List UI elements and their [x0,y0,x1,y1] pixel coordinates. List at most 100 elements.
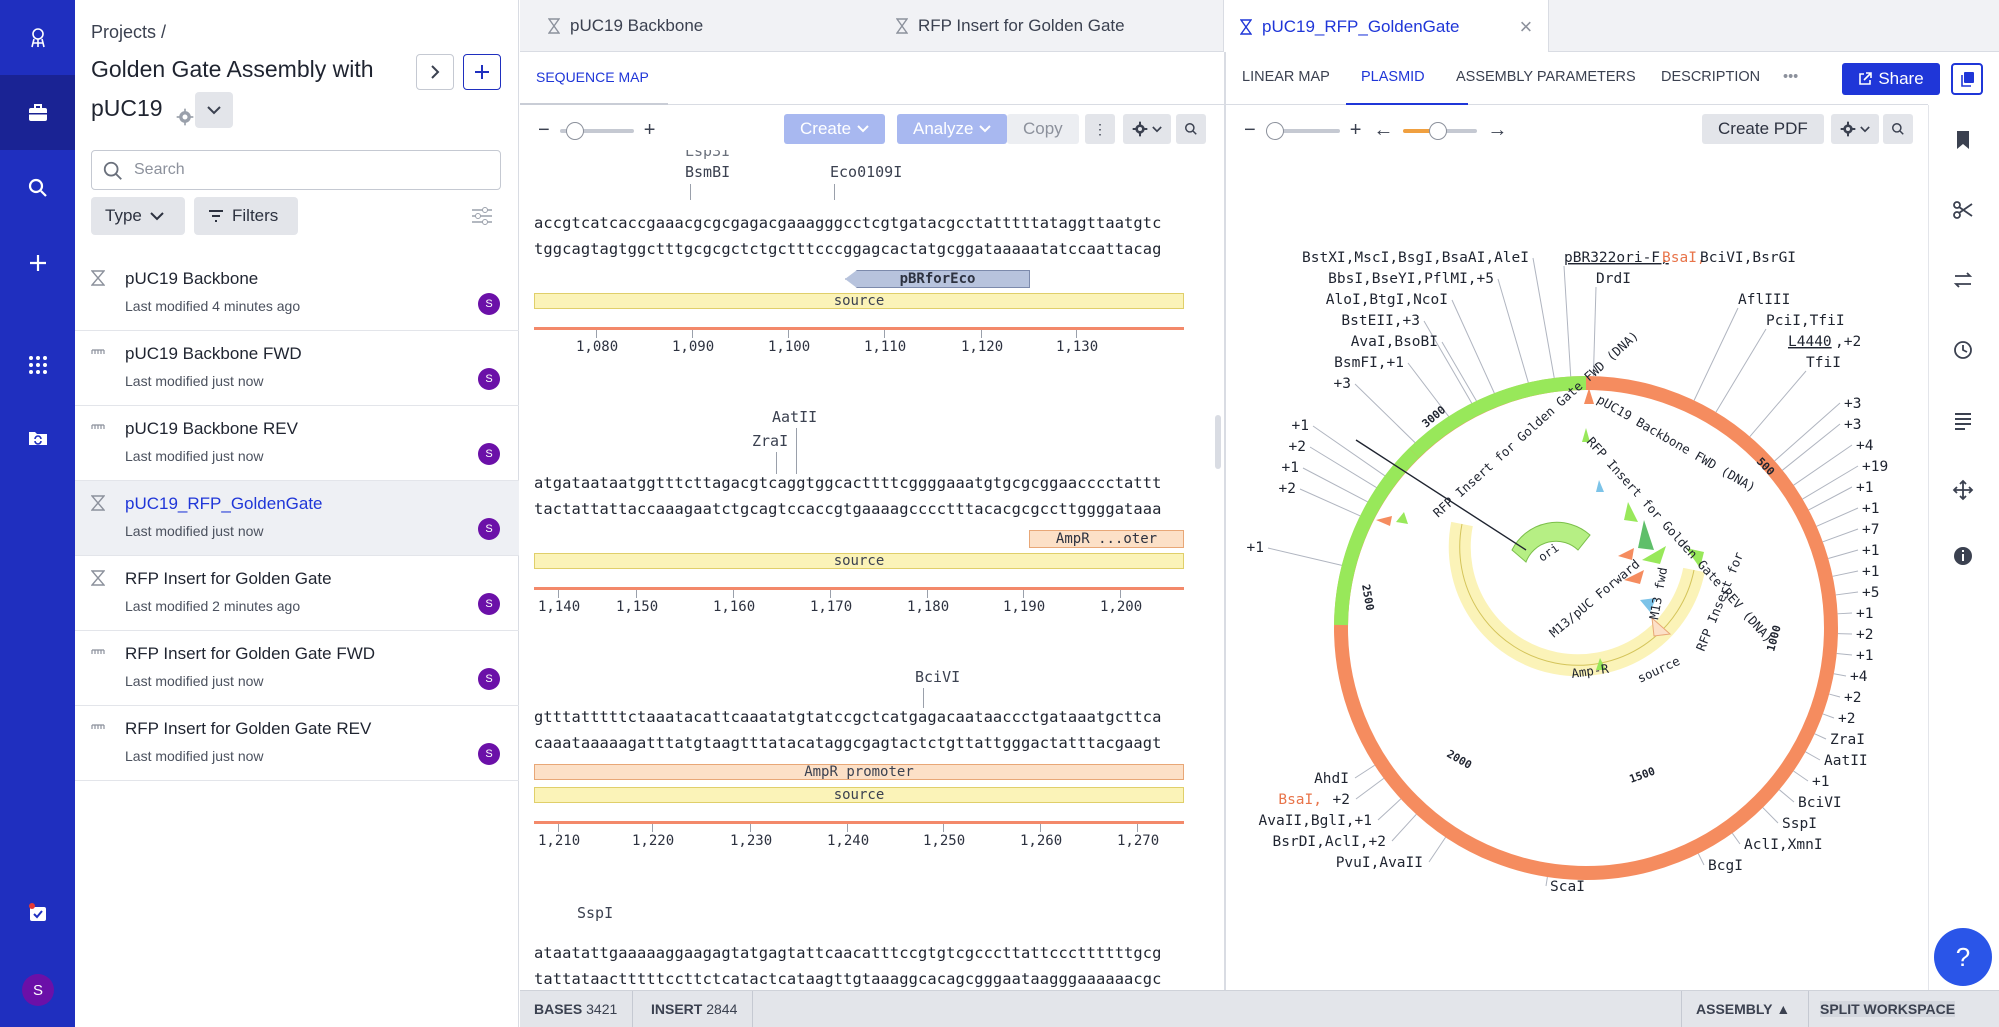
enzyme-site-label[interactable]: +4 [1856,438,1874,454]
enzyme-label[interactable]: SspI [577,904,614,922]
enzyme-site-label[interactable]: +3 [1844,417,1861,433]
apps-grid-icon[interactable] [0,327,75,402]
type-filter-button[interactable]: Type [91,197,185,235]
enzyme-site-label[interactable]: BcgI [1708,858,1743,874]
search-icon[interactable] [1176,114,1206,144]
close-icon[interactable]: × [1519,13,1533,39]
enzyme-site-label[interactable]: AclI,XmnI [1744,837,1823,853]
primer-feature[interactable]: pBRforEco [845,270,1030,288]
breadcrumb[interactable]: Projects / [91,22,167,42]
tab-description[interactable]: DESCRIPTION [1661,69,1761,85]
logo-icon[interactable] [0,0,75,75]
source-feature[interactable]: source [534,293,1184,309]
enzyme-site-label[interactable]: BsmFI,+1 [1334,355,1404,371]
sequence-top-strand[interactable]: accgtcatcaccgaaacgcgcgagacgaaagggcctcgtg… [534,214,1162,232]
tab-puc19-rfp-goldengate[interactable]: pUC19_RFP_GoldenGate × [1223,0,1550,53]
enzyme-site-label[interactable]: AvaI,BsoBI [1351,334,1438,350]
enzyme-site-label[interactable]: +2 [1333,792,1350,808]
list-item[interactable]: RFP Insert for Golden Gate FWD Last modif… [75,631,519,706]
project-menu-button[interactable] [195,92,233,128]
help-button[interactable]: ? [1934,928,1992,986]
enzyme-site-label[interactable]: ScaI [1550,879,1585,895]
enzyme-site-label[interactable]: SspI [1782,816,1817,832]
tasks-icon[interactable] [0,875,75,950]
search-input[interactable] [134,159,484,181]
zoom-slider[interactable] [559,121,634,140]
enzyme-site-label[interactable]: BsaI, [1662,250,1706,266]
enzyme-site-label[interactable]: +5 [1862,585,1879,601]
expand-panel-button[interactable] [416,54,454,90]
enzyme-site-label[interactable]: +1 [1856,480,1873,496]
copy-button[interactable]: Copy [1007,114,1079,144]
enzyme-site-label[interactable]: AloI,BtgI,NcoI [1326,292,1448,308]
enzyme-site-label[interactable]: BstXI,MscI,BsgI,BsaAI,AleI [1302,250,1529,266]
sequence-bottom-strand[interactable]: tattataactttttccttctcatactcataagttgtaaag… [534,970,1162,988]
arrow-right-icon[interactable]: → [1487,119,1508,141]
tab-assembly-parameters[interactable]: ASSEMBLY PARAMETERS [1456,69,1636,85]
enzyme-site-label[interactable]: +1 [1812,774,1829,790]
ampr-promoter-feature[interactable]: AmpR promoter [534,764,1184,780]
enzyme-site-label[interactable]: BciVI,BsrGI [1700,250,1796,266]
move-icon[interactable] [1952,479,1974,501]
enzyme-site-label[interactable]: BciVI [1798,795,1842,811]
copy-icon[interactable] [1951,63,1983,95]
create-pdf-button[interactable]: Create PDF [1702,114,1824,144]
share-button[interactable]: Share [1842,63,1940,95]
enzyme-site-label[interactable]: AhdI [1314,771,1349,787]
search-icon[interactable] [1883,114,1913,144]
briefcase-icon[interactable] [0,75,75,150]
add-item-button[interactable] [463,54,501,90]
zoom-slider-knob[interactable] [1265,121,1284,140]
enzyme-site-label[interactable]: PciI,TfiI [1766,313,1845,329]
gear-icon[interactable] [175,100,195,126]
history-icon[interactable] [1952,339,1974,361]
zoom-out-icon[interactable]: − [538,119,550,141]
enzyme-site-label[interactable]: +1 [1247,540,1264,556]
zoom-slider[interactable] [1265,121,1340,140]
enzyme-site-label[interactable]: +2 [1279,481,1296,497]
rotate-slider[interactable] [1403,121,1478,140]
enzyme-site-label[interactable]: ZraI [1830,732,1865,748]
list-item[interactable]: RFP Insert for Golden Gate Last modified … [75,556,519,631]
tab-sequence-map[interactable]: SEQUENCE MAP [536,69,649,85]
search-icon[interactable] [0,150,75,225]
enzyme-site-label[interactable]: pBR322ori-F, [1564,250,1669,266]
zoom-slider-knob[interactable] [565,121,584,140]
ori-feature[interactable] [1511,521,1591,563]
enzyme-site-label[interactable]: +1 [1856,606,1873,622]
sequence-bottom-strand[interactable]: caaataaaaagatttatgtaagtttatacataggcgagta… [534,734,1162,752]
arrow-left-icon[interactable]: ← [1373,119,1394,141]
enzyme-site-label[interactable]: +1 [1282,460,1299,476]
enzyme-site-label[interactable]: TfiI [1806,355,1841,371]
bookmark-icon[interactable] [1952,129,1974,151]
sequence-bottom-strand[interactable]: tactattattaccaaagaatctgcagtccaccgtgaaaag… [534,500,1162,518]
tab-puc19-backbone[interactable]: pUC19 Backbone [548,0,703,52]
enzyme-label[interactable]: BciVI [915,668,961,686]
list-item[interactable]: pUC19 Backbone REV Last modified just now… [75,406,519,481]
source-feature[interactable]: source [534,787,1184,803]
enzyme-site-label[interactable]: +2 [1838,711,1855,727]
map-settings-dropdown[interactable] [1831,114,1879,144]
enzyme-site-label[interactable]: ,+2 [1835,334,1861,350]
swap-icon[interactable] [1952,269,1974,291]
plus-icon[interactable] [0,225,75,300]
enzyme-site-label[interactable]: +1 [1862,501,1879,517]
create-button[interactable]: Create [784,114,886,144]
zoom-in-icon[interactable]: + [1349,119,1362,141]
enzyme-site-label[interactable]: +2 [1289,439,1306,455]
analyze-button[interactable]: Analyze [897,114,1008,144]
enzyme-site-label[interactable]: AvaII,BglI,+1 [1259,813,1373,829]
scissors-icon[interactable] [1952,199,1974,221]
enzyme-site-label[interactable]: +19 [1862,459,1888,475]
assembly-toggle[interactable]: ASSEMBLY ▲ [1696,1001,1790,1017]
tab-plasmid[interactable]: PLASMID [1361,69,1425,85]
list-item[interactable]: pUC19 Backbone FWD Last modified just now… [75,331,519,406]
sequence-top-strand[interactable]: gtttatttttctaaatacattcaaatatgtatccgctcat… [534,708,1162,726]
list-item[interactable]: RFP Insert for Golden Gate REV Last modif… [75,706,519,781]
folder-sync-icon[interactable] [0,400,75,475]
rotate-slider-knob[interactable] [1429,121,1448,140]
more-vertical-icon[interactable]: ⋮ [1085,114,1115,144]
tab-linear-map[interactable]: LINEAR MAP [1242,69,1330,85]
enzyme-site-label[interactable]: PvuI,AvaII [1336,855,1423,871]
list-item[interactable]: pUC19 Backbone Last modified 4 minutes ag… [75,256,519,331]
